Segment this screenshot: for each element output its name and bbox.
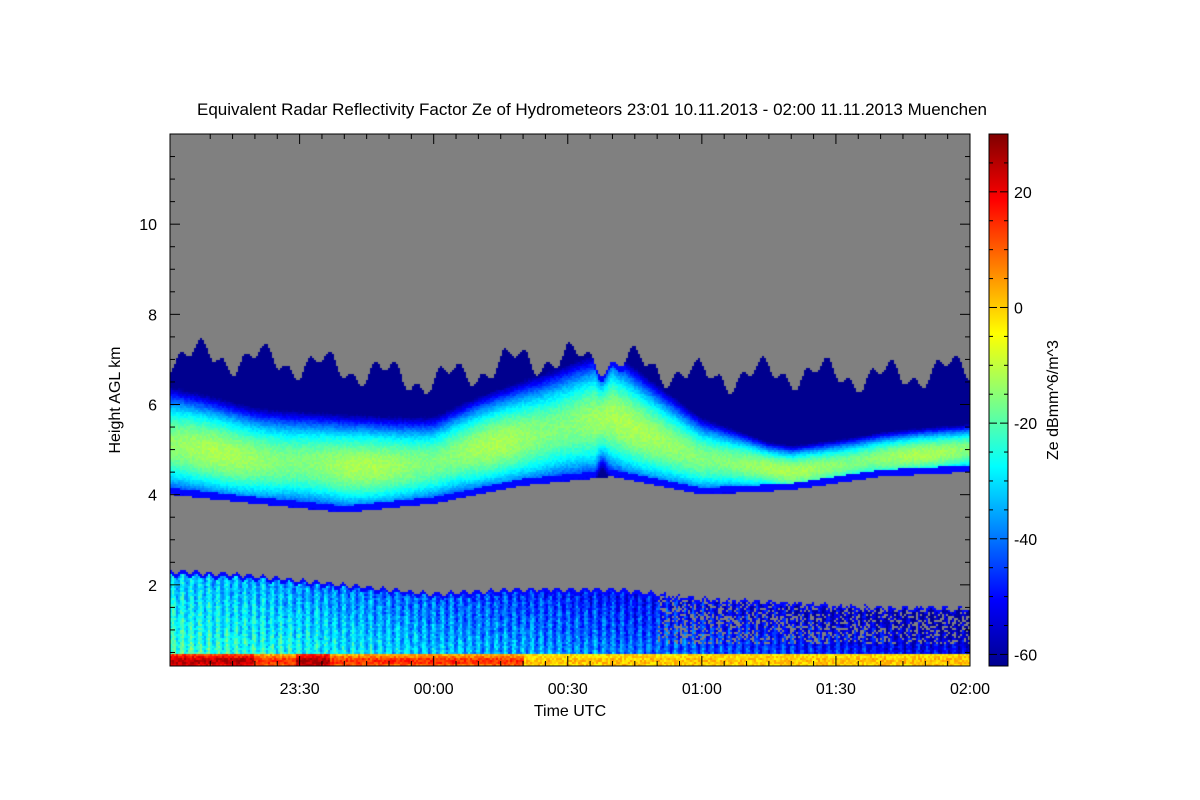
colorbar-tick-label: 0	[1014, 300, 1023, 317]
y-tick-label: 10	[139, 217, 157, 234]
y-tick-label: 8	[148, 307, 157, 324]
colorbar-tick-label: 20	[1014, 185, 1032, 202]
plot-frame	[169, 133, 971, 667]
plot-area	[169, 133, 971, 667]
y-tick-label: 6	[148, 398, 157, 415]
colorbar-label: Ze dBmm^6/m^3	[1045, 340, 1062, 460]
colorbar-tick-label: -20	[1014, 416, 1037, 433]
x-axis-title: Time UTC	[534, 703, 606, 720]
y-tick-label: 2	[148, 578, 157, 595]
reflectivity-heatmap	[170, 134, 970, 666]
x-tick-label: 00:00	[414, 681, 454, 698]
x-axis: 23:30 00:00 00:30 01:00 01:30 02:00	[209, 134, 990, 698]
chart-title: Equivalent Radar Reflectivity Factor Ze …	[197, 100, 987, 119]
y-axis-title: Height AGL km	[107, 346, 124, 453]
x-tick-label: 02:00	[950, 681, 990, 698]
x-tick-label: 01:30	[816, 681, 856, 698]
colorbar-tick-label: -40	[1014, 532, 1037, 549]
x-tick-label: 23:30	[280, 681, 320, 698]
y-tick-label: 4	[148, 488, 157, 505]
x-tick-label: 00:30	[548, 681, 588, 698]
y-axis: 2 4 6 8 10	[139, 133, 970, 653]
colorbar-bar	[988, 133, 1009, 667]
colorbar-tick-label: -60	[1014, 647, 1037, 664]
colorbar: 20 0 -20 -40 -60	[988, 133, 1037, 667]
x-tick-label: 01:00	[682, 681, 722, 698]
